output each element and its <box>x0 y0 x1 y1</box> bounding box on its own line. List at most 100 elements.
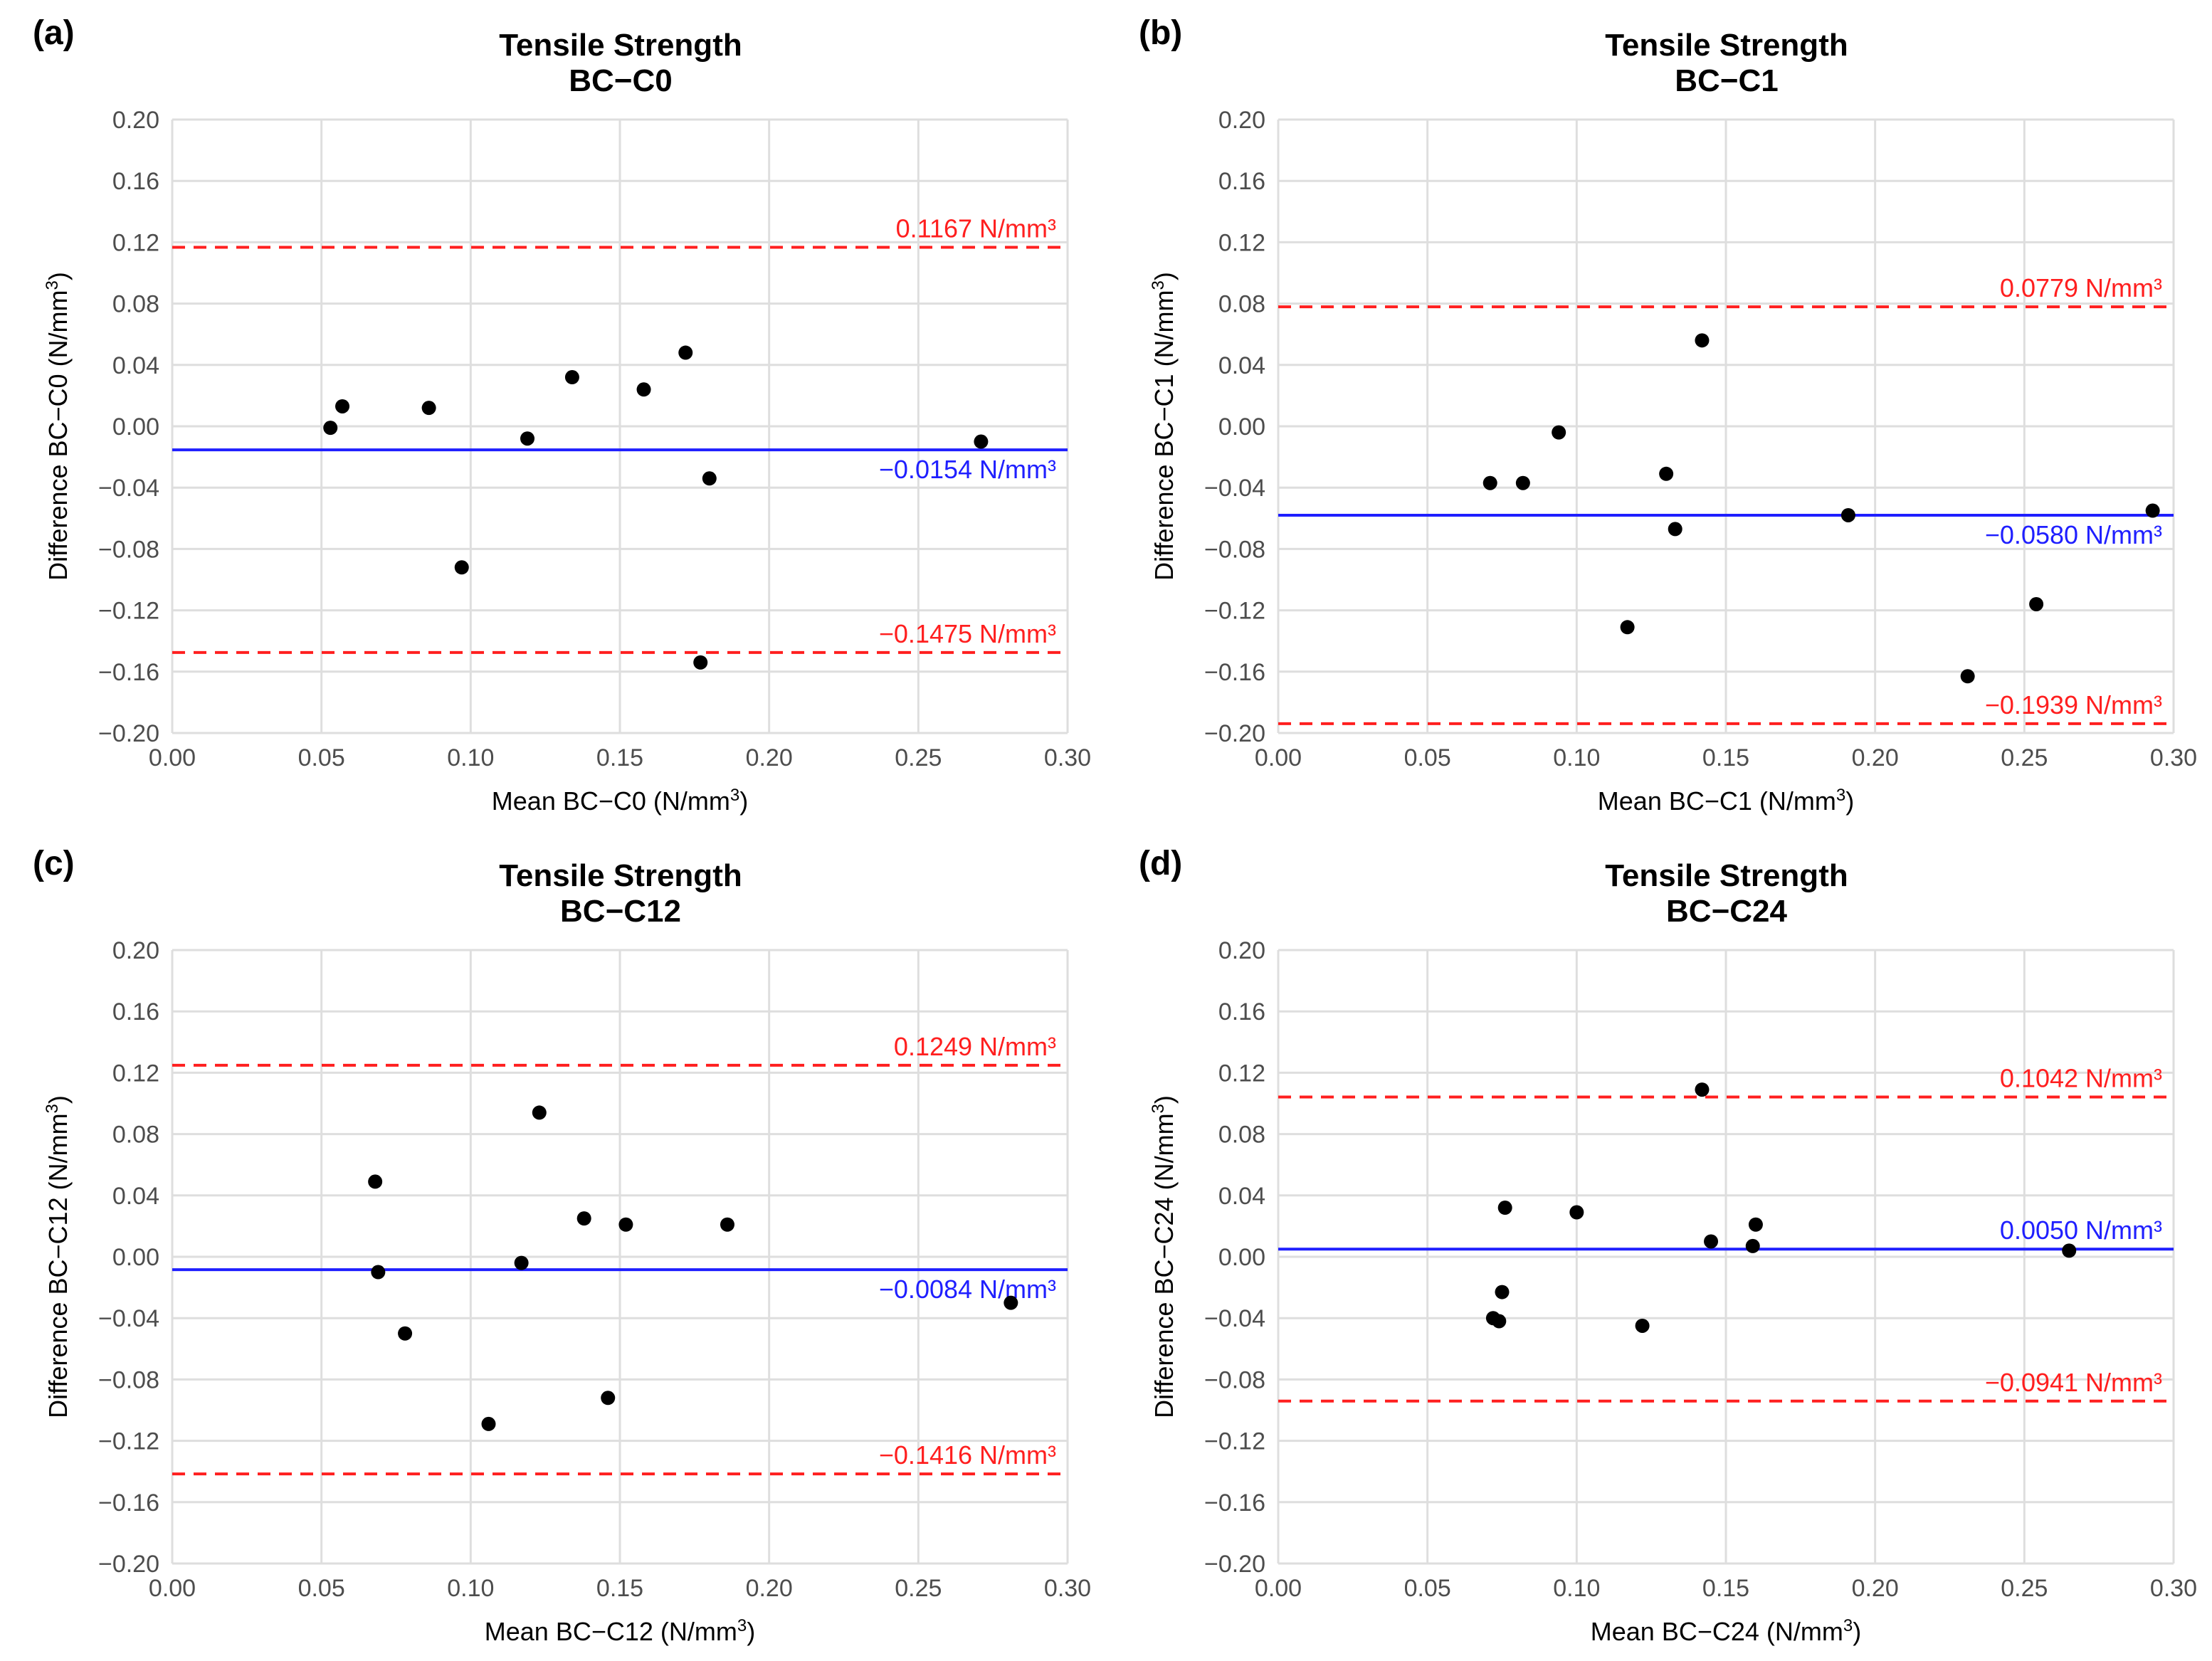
x-axis-label-text: Mean BC−C1 (N/mm <box>1598 786 1836 816</box>
x-axis-label: Mean BC−C12 (N/mm3) <box>485 1616 755 1647</box>
data-point <box>2029 596 2044 611</box>
x-axis-label-text: Mean BC−C0 (N/mm <box>492 786 730 816</box>
data-point <box>520 431 535 446</box>
data-point <box>323 421 338 436</box>
x-axis-label-exponent: 3 <box>1843 1616 1853 1635</box>
data-point <box>454 560 469 575</box>
data-point <box>720 1217 734 1232</box>
data-point <box>1492 1314 1507 1329</box>
y-axis-label-exponent: 3 <box>1149 280 1168 290</box>
x-tick-label: 0.25 <box>895 1575 942 1602</box>
data-point <box>2145 503 2160 518</box>
data-point <box>1695 1082 1710 1097</box>
y-axis-label: Difference BC−C0 (N/mm3) <box>43 272 73 581</box>
x-tick-label: 0.05 <box>1404 744 1451 771</box>
x-axis-label-close: ) <box>1845 786 1854 816</box>
data-point <box>1695 333 1710 348</box>
y-tick-label: 0.04 <box>112 1183 159 1210</box>
x-tick-label: 0.20 <box>1852 1575 1899 1602</box>
y-tick-label: −0.16 <box>98 659 159 686</box>
mean-difference-label: 0.0050 N/mm³ <box>2000 1216 2162 1245</box>
data-point <box>2062 1243 2077 1258</box>
y-tick-label: 0.16 <box>112 168 159 195</box>
data-point <box>693 655 708 670</box>
data-point <box>1004 1295 1018 1310</box>
y-axis-label-text: Difference BC−C24 (N/mm <box>1149 1113 1179 1418</box>
x-tick-label: 0.30 <box>2150 1575 2197 1602</box>
y-axis-label-close: ) <box>1149 1095 1179 1104</box>
y-tick-label: 0.04 <box>112 352 159 379</box>
x-tick-label: 0.00 <box>1255 744 1302 771</box>
x-tick-label: 0.00 <box>149 1575 196 1602</box>
x-tick-label: 0.00 <box>1255 1575 1302 1602</box>
data-point <box>368 1174 383 1189</box>
y-tick-label: −0.16 <box>98 1489 159 1517</box>
x-tick-label: 0.10 <box>1553 744 1600 771</box>
lower-limit-label: −0.1416 N/mm³ <box>879 1440 1056 1470</box>
x-tick-label: 0.25 <box>2001 744 2048 771</box>
mean-difference-label: −0.0084 N/mm³ <box>879 1275 1056 1304</box>
x-tick-label: 0.05 <box>1404 1575 1451 1602</box>
x-tick-label: 0.10 <box>447 1575 494 1602</box>
chart-subtitle: BC−C0 <box>569 63 673 98</box>
y-tick-label: −0.04 <box>1204 475 1265 502</box>
x-axis-label-exponent: 3 <box>737 1616 747 1635</box>
y-tick-label: 0.04 <box>1218 352 1265 379</box>
y-tick-label: −0.12 <box>98 1428 159 1455</box>
data-point <box>1668 522 1682 537</box>
y-tick-label: 0.08 <box>112 291 159 318</box>
y-axis-label-close: ) <box>43 272 73 280</box>
y-tick-label: 0.08 <box>112 1122 159 1149</box>
lower-limit-label: −0.1475 N/mm³ <box>879 619 1056 648</box>
data-point <box>1495 1285 1510 1299</box>
x-axis-label: Mean BC−C0 (N/mm3) <box>492 786 748 816</box>
data-point <box>1482 475 1497 490</box>
data-point <box>1745 1238 1760 1253</box>
lower-limit-label: −0.0941 N/mm³ <box>1985 1368 2162 1397</box>
data-point <box>532 1105 547 1120</box>
x-axis-label: Mean BC−C24 (N/mm3) <box>1591 1616 1861 1647</box>
x-axis-label-close: ) <box>747 1617 755 1646</box>
y-tick-label: −0.16 <box>1204 659 1265 686</box>
y-tick-label: −0.04 <box>1204 1305 1265 1332</box>
x-axis-label-close: ) <box>739 786 748 816</box>
x-tick-label: 0.30 <box>1044 744 1091 771</box>
x-tick-label: 0.10 <box>447 744 494 771</box>
y-tick-label: −0.04 <box>98 1305 159 1332</box>
y-axis-label-exponent: 3 <box>1149 1104 1168 1113</box>
x-tick-label: 0.10 <box>1553 1575 1600 1602</box>
mean-difference-label: −0.0154 N/mm³ <box>879 455 1056 484</box>
x-tick-label: 0.30 <box>1044 1575 1091 1602</box>
upper-limit-label: 0.1042 N/mm³ <box>2000 1063 2162 1092</box>
y-tick-label: −0.20 <box>1204 720 1265 747</box>
data-point <box>1515 475 1530 490</box>
y-tick-label: 0.20 <box>112 937 159 964</box>
panel-c: (c) Tensile Strength BC−C12 0.00 0.05 0.10 0.1… <box>0 830 1106 1661</box>
y-tick-label: 0.16 <box>112 998 159 1025</box>
y-axis-label-close: ) <box>1149 272 1179 280</box>
data-point <box>1840 507 1855 522</box>
panel-b: (b) Tensile Strength BC−C1 0.00 0.05 0.10 0.15… <box>1106 0 2212 830</box>
data-point <box>636 382 651 397</box>
mean-difference-label: −0.0580 N/mm³ <box>1985 520 2162 549</box>
y-tick-label: −0.12 <box>98 598 159 625</box>
y-tick-label: 0.20 <box>1218 937 1265 964</box>
x-tick-label: 0.25 <box>2001 1575 2048 1602</box>
y-tick-label: −0.20 <box>1204 1551 1265 1578</box>
data-point <box>678 345 693 360</box>
y-tick-label: 0.12 <box>112 229 159 256</box>
y-tick-label: 0.16 <box>1218 168 1265 195</box>
chart-title: Tensile Strength <box>499 28 742 63</box>
x-tick-label: 0.30 <box>2150 744 2197 771</box>
y-tick-label: 0.08 <box>1218 291 1265 318</box>
y-axis-label-exponent: 3 <box>43 1104 62 1113</box>
y-tick-label: 0.20 <box>1218 107 1265 134</box>
data-point <box>1497 1201 1512 1216</box>
y-axis-label-text: Difference BC−C12 (N/mm <box>43 1113 73 1418</box>
x-tick-label: 0.15 <box>1702 744 1749 771</box>
data-point <box>576 1211 591 1226</box>
x-tick-label: 0.05 <box>298 1575 345 1602</box>
x-tick-label: 0.20 <box>746 744 793 771</box>
